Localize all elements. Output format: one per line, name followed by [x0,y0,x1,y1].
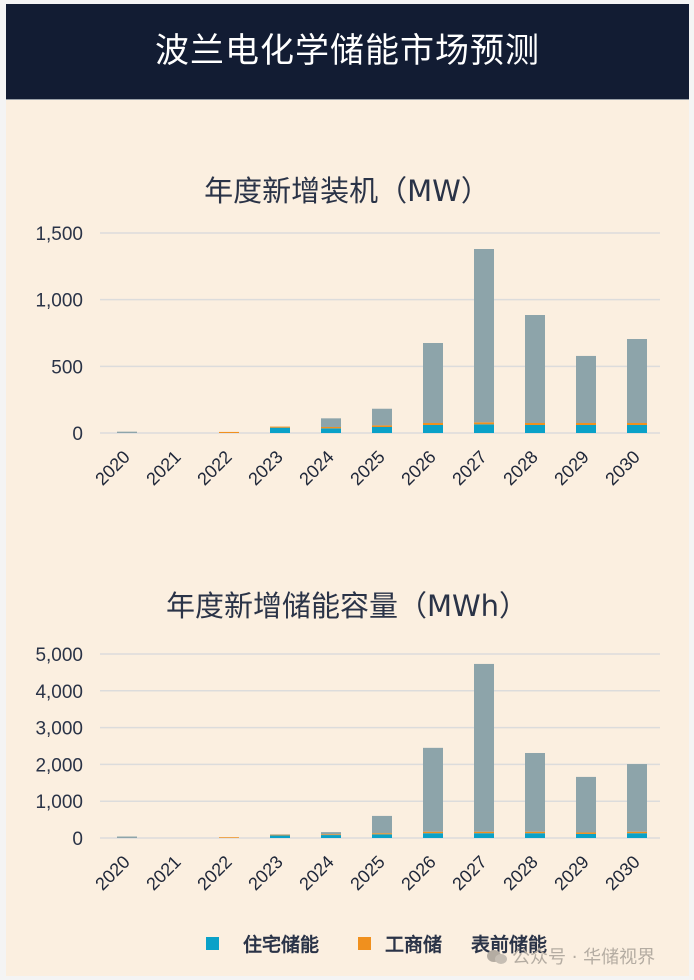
bar-commercial-2025 [372,833,392,835]
x-tick-label: 2026 [397,447,439,489]
bar-commercial-2024 [321,834,341,836]
bar-commercial-2023 [270,426,290,428]
x-tick-label: 2022 [193,852,235,894]
x-tick-label: 2023 [244,447,286,489]
y-tick-label: 0 [72,829,83,850]
x-tick-label: 2029 [550,852,592,894]
x-tick-label: 2025 [346,852,388,894]
bar-frontmeter-2027 [474,663,494,832]
bar-residential-2026 [423,833,443,838]
bar-frontmeter-2027 [474,249,494,423]
bar-commercial-2028 [525,423,545,425]
bar-residential-2029 [576,833,596,838]
x-tick-label: 2025 [346,447,388,489]
bar-residential-2024 [321,835,341,838]
x-tick-label: 2022 [193,447,235,489]
bar-commercial-2024 [321,427,341,429]
bar-commercial-2026 [423,423,443,425]
x-tick-label: 2030 [601,852,643,894]
header-banner: 波兰电化学储能市场预测 [6,4,689,100]
legend-label-residential: 住宅储能 [243,934,320,956]
x-tick-label: 2021 [142,447,184,489]
x-tick-label: 2023 [244,852,286,894]
x-tick-label: 2026 [397,852,439,894]
y-tick-label: 3,000 [35,719,83,740]
bar-residential-2024 [321,428,341,433]
x-tick-label: 2024 [295,447,337,489]
x-tick-label: 2028 [499,852,541,894]
bar-frontmeter-2028 [525,315,545,423]
bar-residential-2023 [270,427,290,433]
bar-commercial-2025 [372,425,392,427]
legend-label-commercial: 工商储 [385,934,443,956]
watermark: 公众号 · 华储视界 [486,943,655,969]
bar-residential-2030 [627,425,647,433]
bar-residential-2029 [576,425,596,433]
bar-residential-2028 [525,425,545,433]
bar-frontmeter-2028 [525,752,545,832]
legend-label-frontmeter: 表前储能 [471,934,548,956]
y-tick-label: 500 [51,357,83,378]
bar-frontmeter-2020 [117,431,137,433]
x-tick-label: 2028 [499,447,541,489]
bar-commercial-2022 [219,837,239,838]
bar-frontmeter-2024 [321,418,341,427]
y-tick-label: 1,000 [35,792,83,813]
report-panel: 波兰电化学储能市场预测 [6,4,689,976]
y-tick-label: 2,000 [35,755,83,776]
x-tick-label: 2024 [295,852,337,894]
bar-residential-2023 [270,835,290,838]
bar-residential-2028 [525,833,545,838]
bar-commercial-2023 [270,834,290,836]
bar-frontmeter-2030 [627,764,647,832]
bar-frontmeter-2024 [321,832,341,835]
bar-frontmeter-2025 [372,408,392,426]
chart-2-title: 年度新增储能容量（MWh） [165,589,529,623]
bar-commercial-2029 [576,832,596,834]
bar-commercial-2022 [219,431,239,433]
legend: 住宅储能 工商储 表前储能 [0,930,694,956]
x-tick-label: 2029 [550,447,592,489]
x-tick-label: 2030 [601,447,643,489]
bar-residential-2025 [372,427,392,433]
legend-swatch-commercial [358,937,371,950]
y-tick-label: 0 [72,424,83,445]
bar-commercial-2030 [627,831,647,834]
y-tick-label: 5,000 [35,645,83,666]
bar-frontmeter-2029 [576,355,596,423]
y-tick-label: 1,000 [35,291,83,312]
bar-commercial-2030 [627,423,647,425]
watermark-text: 公众号 · 华储视界 [512,947,656,968]
bar-frontmeter-2026 [423,343,443,423]
bar-residential-2027 [474,424,494,433]
bar-commercial-2028 [525,831,545,834]
bar-frontmeter-2025 [372,815,392,834]
bar-frontmeter-2030 [627,339,647,423]
x-tick-label: 2027 [448,852,490,894]
bar-residential-2027 [474,833,494,838]
page-title: 波兰电化学储能市场预测 [155,31,540,71]
bar-commercial-2026 [423,831,443,834]
bar-residential-2026 [423,425,443,433]
wechat-icon [487,950,507,964]
legend-swatch-residential [206,937,219,950]
bar-commercial-2027 [474,422,494,425]
y-tick-label: 4,000 [35,682,83,703]
bar-frontmeter-2020 [117,836,137,838]
x-tick-label: 2027 [448,447,490,489]
x-tick-label: 2020 [91,852,133,894]
y-tick-label: 1,500 [35,224,83,245]
bar-residential-2025 [372,834,392,838]
x-tick-label: 2020 [91,447,133,489]
bar-residential-2030 [627,833,647,838]
bar-commercial-2029 [576,423,596,425]
x-tick-label: 2021 [142,852,184,894]
bar-frontmeter-2029 [576,776,596,833]
bar-commercial-2027 [474,831,494,834]
bar-frontmeter-2026 [423,747,443,832]
chart-1-title: 年度新增装机（MW） [204,174,490,208]
